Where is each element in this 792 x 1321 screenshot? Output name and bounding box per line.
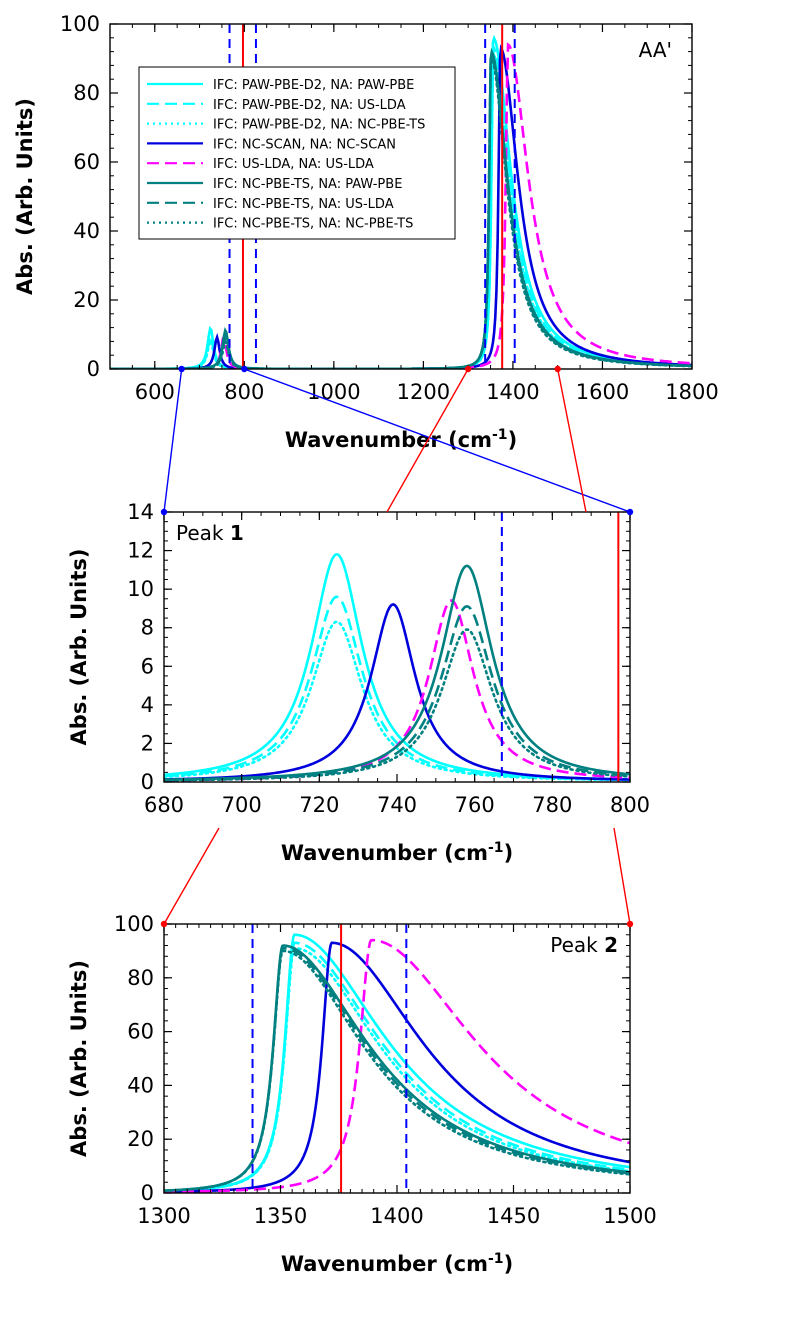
legend-entry-3: IFC: PAW-PBE-D2, NA: NC-PBE-TS [213, 118, 425, 133]
legend-entry-5: IFC: US-LDA, NA: US-LDA [213, 157, 374, 172]
legend: IFC: PAW-PBE-D2, NA: PAW-PBE IFC: PAW-PBE… [138, 66, 456, 240]
series-line-8 [164, 949, 630, 1192]
x-tick-label: 1200 [397, 380, 450, 404]
x-tick-label: 1500 [603, 1204, 656, 1228]
legend-entry-1: IFC: PAW-PBE-D2, NA: PAW-PBE [213, 78, 414, 93]
x-tick-label: 1600 [576, 380, 629, 404]
zoom-connector-2 [244, 368, 631, 513]
x-axis-title: Wavenumber (cm-1) [285, 427, 517, 452]
legend-box [138, 66, 456, 240]
series-line-7 [164, 605, 630, 782]
y-tick-label: 60 [73, 150, 100, 174]
legend-entry-7: IFC: NC-PBE-TS, NA: US-LDA [213, 197, 394, 212]
zoom-connector-5 [163, 827, 220, 925]
y-tick-label: 12 [127, 539, 154, 563]
zoom-marker-8 [626, 920, 634, 928]
x-tick-label: 600 [135, 380, 175, 404]
x-tick-label: 1300 [137, 1204, 190, 1228]
zoom-connector-4 [557, 368, 587, 513]
zoom-connectors [160, 365, 634, 928]
x-tick-label: 1000 [307, 380, 360, 404]
x-tick-label: 800 [610, 793, 650, 817]
y-axis-title: Abs. (Arb. Units) [67, 960, 91, 1157]
chart-peak2: 1300 1350 1400 1450 1500 0 20 40 60 80 100 Wavenumb… [67, 912, 657, 1276]
plot-frame [163, 923, 631, 1194]
x-tick-label: 700 [222, 793, 262, 817]
x-tick-label: 1400 [370, 1204, 423, 1228]
y-tick-label: 0 [141, 1181, 154, 1205]
y-tick-label: 100 [60, 12, 100, 36]
series-line-5 [164, 938, 630, 1193]
x-tick-label: 740 [377, 793, 417, 817]
legend-entry-4: IFC: NC-SCAN, NA: NC-SCAN [213, 137, 396, 152]
zoom-connector-1 [163, 368, 183, 513]
legend-entry-2: IFC: PAW-PBE-D2, NA: US-LDA [213, 98, 406, 113]
y-tick-label: 20 [73, 288, 100, 312]
y-tick-label: 4 [141, 693, 154, 717]
x-tick-label: 1350 [254, 1204, 307, 1228]
zoom-connector-6 [613, 827, 631, 925]
zoom-marker-2 [241, 365, 248, 373]
series-line-6 [164, 564, 630, 781]
y-tick-label: 100 [114, 912, 154, 936]
y-tick-label: 60 [127, 1020, 154, 1044]
y-tick-label: 10 [127, 577, 154, 601]
y-tick-label: 6 [141, 654, 154, 678]
y-tick-label: 14 [127, 500, 154, 524]
zoom-marker-5 [160, 508, 168, 516]
x-tick-label: 1400 [486, 380, 539, 404]
y-axis-title: Abs. (Arb. Units) [67, 549, 91, 746]
x-tick-label: 760 [455, 793, 495, 817]
zoom-marker-3 [464, 365, 472, 373]
series-line-8 [164, 628, 630, 782]
x-tick-label: 1450 [487, 1204, 540, 1228]
x-axis-title: Wavenumber (cm-1) [281, 840, 513, 865]
y-tick-label: 0 [141, 770, 154, 794]
y-tick-label: 0 [87, 357, 100, 381]
zoom-marker-4 [554, 365, 561, 373]
x-tick-label: 1800 [665, 380, 718, 404]
y-tick-label: 40 [73, 219, 100, 243]
chart-overview: 600 800 1000 1200 1400 1600 1800 0 20 40 60 80 100 Wa… [13, 12, 719, 452]
x-axis-title: Wavenumber (cm-1) [281, 1251, 513, 1276]
x-tick-label: 780 [532, 793, 572, 817]
y-axis-title: Abs. (Arb. Units) [13, 98, 37, 295]
panel-label-overview: AA' [639, 38, 672, 62]
plot-area [164, 512, 630, 782]
zoom-marker-1 [178, 365, 185, 373]
x-tick-label: 800 [224, 380, 264, 404]
y-tick-label: 80 [127, 966, 154, 990]
zoom-connector-3 [386, 368, 469, 513]
zoom-marker-6 [626, 508, 634, 516]
series-line-3 [164, 946, 630, 1193]
x-tick-label: 720 [299, 793, 339, 817]
y-tick-label: 80 [73, 81, 100, 105]
plot-area [164, 924, 630, 1193]
zoom-marker-7 [160, 920, 168, 928]
y-tick-label: 40 [127, 1073, 154, 1097]
legend-entry-8: IFC: NC-PBE-TS, NA: NC-PBE-TS [213, 217, 413, 232]
x-tick-label: 680 [144, 793, 184, 817]
panel-label-peak1: Peak 1 [176, 521, 244, 545]
y-tick-label: 2 [141, 731, 154, 755]
legend-entry-6: IFC: NC-PBE-TS, NA: PAW-PBE [213, 177, 402, 192]
panel-label-peak2: Peak 2 [550, 933, 618, 957]
y-tick-label: 20 [127, 1127, 154, 1151]
y-tick-label: 8 [141, 616, 154, 640]
chart-peak1: 680 700 720 740 760 780 800 0 2 4 6 8 10 12 14 Wavenumb… [67, 500, 650, 865]
